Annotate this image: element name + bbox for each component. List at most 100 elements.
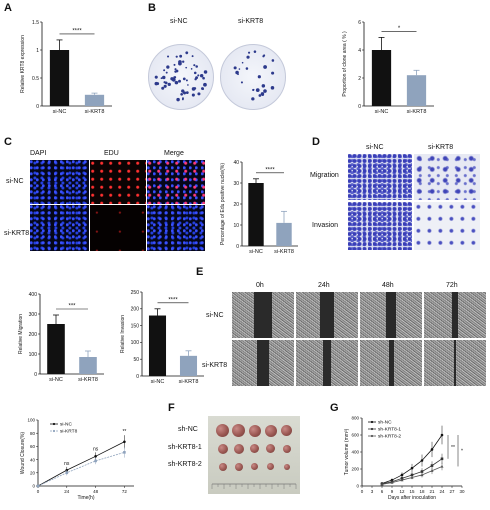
row-label-invasion: Invasion: [312, 222, 339, 229]
y-tick-label: 4: [358, 48, 361, 54]
tumor: [234, 462, 243, 471]
y-tick-label: 0: [34, 372, 37, 378]
colony: [195, 65, 198, 68]
time-label-0h: 0h: [256, 282, 264, 289]
colony: [245, 67, 249, 70]
y-tick-label: 40: [233, 160, 239, 166]
colony: [154, 81, 159, 86]
image-migration-si-nc: [348, 154, 412, 200]
x-tick-label: si-NC: [53, 109, 67, 115]
colony: [165, 71, 168, 74]
colony: [270, 86, 275, 90]
legend-label: sh-KRT8-2: [378, 434, 401, 440]
y-tick-label: 2: [358, 76, 361, 82]
colony: [271, 59, 275, 62]
y-axis-label: Relative Migration: [18, 314, 24, 354]
panel-label-g: G: [330, 402, 339, 414]
col-label-edu: EDU: [104, 150, 119, 157]
dish-label-si-krt8: si-KRT8: [238, 18, 264, 25]
colony: [182, 77, 186, 81]
wound-gap: [386, 292, 396, 338]
wound-image: [296, 292, 358, 338]
panel-label-b: B: [148, 2, 156, 14]
legend-label: si-NC: [60, 422, 73, 428]
colony: [160, 77, 163, 80]
tumor: [216, 424, 229, 437]
col-label-si-krt8: si-KRT8: [428, 144, 454, 151]
y-tick-label: 1: [36, 48, 39, 54]
data-point: [400, 478, 404, 482]
significance-label: *: [398, 26, 401, 32]
data-point: [400, 477, 404, 480]
colony: [203, 70, 208, 74]
legend-marker: [52, 429, 56, 433]
wound-image: [360, 292, 422, 338]
image-edu-si-krt8: [90, 205, 146, 251]
y-axis-label: Relative Invasion: [120, 315, 126, 353]
colony: [251, 97, 255, 101]
panel-label-d: D: [312, 136, 320, 148]
y-tick-label: 200: [351, 467, 359, 472]
wound-image: [424, 340, 486, 386]
y-tick-label: 600: [351, 433, 359, 438]
y-tick-label: 100: [27, 418, 35, 423]
colony: [185, 79, 188, 82]
x-tick-label: 3: [371, 489, 374, 494]
image-merge-si-krt8: [147, 205, 205, 251]
significance-label: ns: [93, 446, 99, 452]
significance-label: ****: [265, 167, 275, 173]
colony: [162, 75, 166, 80]
colony: [271, 71, 275, 75]
bar-si-KRT8: [84, 94, 105, 106]
y-tick-label: 400: [351, 450, 359, 455]
y-axis-label: Relative KRT8 expression: [20, 35, 26, 93]
colony: [173, 63, 176, 66]
dish-label-si-nc: si-NC: [170, 18, 188, 25]
y-tick-label: 100: [29, 352, 38, 358]
colony: [167, 82, 171, 87]
colony: [252, 88, 255, 92]
colony: [185, 91, 189, 95]
colony: [201, 87, 205, 91]
tumor: [250, 444, 259, 453]
colony: [185, 51, 189, 55]
y-tick-label: 10: [233, 223, 239, 229]
x-tick-label: 12: [399, 489, 405, 494]
colony: [178, 60, 182, 64]
colony: [246, 55, 250, 59]
y-axis-label: Tumor volume (mm³): [344, 428, 350, 475]
wound-gap: [388, 340, 394, 386]
tumor: [267, 463, 274, 470]
x-tick-label: 0: [361, 489, 364, 494]
significance-label: ***: [68, 304, 76, 310]
data-point: [420, 470, 424, 473]
y-tick-label: 300: [29, 312, 38, 318]
colony: [261, 84, 266, 88]
significance-label: ns: [64, 461, 70, 467]
colony: [253, 50, 257, 53]
bar-si-NC: [148, 315, 167, 376]
data-point: [410, 475, 414, 479]
col-label-dapi: DAPI: [30, 150, 47, 157]
y-tick-label: 30: [233, 181, 239, 187]
colony: [191, 93, 195, 97]
wound-gap: [320, 292, 334, 338]
wound-image: [424, 292, 486, 338]
data-point: [420, 473, 424, 477]
colony: [161, 86, 165, 90]
row-label-si-nc-wound: si-NC: [206, 312, 224, 319]
bar-si-NC: [49, 50, 70, 106]
image-invasion-si-krt8: [414, 202, 480, 250]
panel-label-e: E: [196, 266, 204, 278]
line-chart-wound-closure: 0 20 40 60 80 100 0 24 48 72 Time(h) Wound Closure(…: [20, 418, 134, 501]
data-point: [123, 440, 126, 444]
significance-label: **: [122, 429, 126, 435]
image-edu-si-nc: [90, 160, 146, 204]
data-point: [430, 464, 434, 467]
x-tick-label: 30: [459, 489, 465, 494]
colony: [191, 55, 194, 58]
data-point: [36, 484, 40, 488]
tumor: [232, 424, 245, 437]
x-tick-label: 9: [391, 489, 394, 494]
y-axis-label: Proportion of clone area ( % ): [342, 31, 348, 97]
